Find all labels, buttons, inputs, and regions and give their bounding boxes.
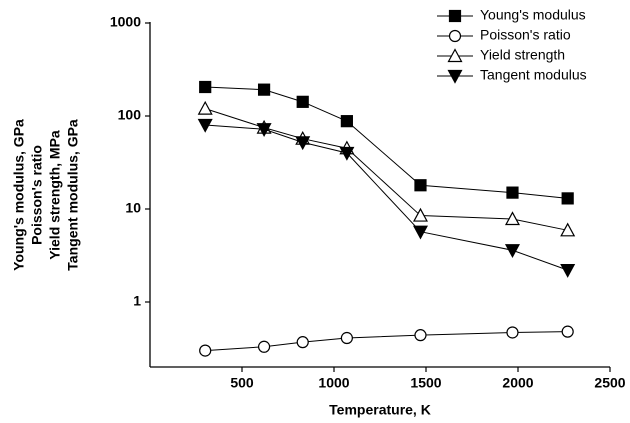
y-axis-label: Tangent modulus, GPa: [65, 119, 81, 271]
y-axis-label: Young's modulus, GPa: [11, 119, 27, 271]
marker: [504, 244, 520, 259]
x-tick-label: 1500: [410, 375, 441, 391]
marker: [506, 186, 519, 199]
marker: [560, 264, 576, 278]
marker: [560, 222, 576, 237]
marker: [340, 115, 353, 128]
marker: [199, 80, 212, 94]
y-tick-label: 1: [133, 293, 141, 309]
marker: [412, 225, 428, 240]
marker: [561, 192, 574, 205]
legend-label: Tangent modulus: [480, 67, 587, 83]
marker: [199, 344, 212, 357]
legend-marker: [447, 69, 463, 84]
marker: [296, 95, 309, 108]
y-axis-label: Poisson's ratio: [29, 145, 45, 245]
marker: [414, 179, 427, 192]
legend-label: Young's modulus: [480, 7, 586, 23]
legend-marker: [448, 29, 462, 43]
y-tick-label: 10: [125, 200, 141, 216]
marker: [414, 329, 427, 342]
marker: [561, 325, 574, 338]
marker: [506, 326, 519, 339]
marker: [256, 123, 272, 138]
marker: [197, 100, 213, 115]
marker: [197, 118, 213, 133]
marker: [257, 340, 271, 353]
y-axis-label: Yield strength, MPa: [47, 130, 63, 260]
legend: Young's modulus Poisson's ratio Yield stre…: [437, 7, 587, 84]
series-line: [205, 86, 568, 199]
x-axis-label: Temperature, K: [329, 402, 431, 418]
x-tick-label: 2000: [502, 375, 533, 391]
y-tick-label: 1000: [110, 14, 141, 30]
marker: [257, 83, 271, 96]
marker: [412, 207, 428, 222]
legend-marker: [448, 9, 462, 23]
legend-label: Poisson's ratio: [480, 27, 571, 43]
marker: [340, 331, 353, 345]
legend-label: Yield strength: [480, 47, 565, 63]
marker: [295, 136, 311, 151]
marker: [296, 336, 309, 349]
x-tick-label: 2500: [594, 375, 625, 391]
legend-marker: [447, 48, 463, 63]
marker: [504, 211, 520, 226]
x-tick-label: 500: [230, 375, 254, 391]
marker: [339, 146, 355, 161]
x-tick-label: 1000: [318, 375, 349, 391]
y-tick-label: 100: [118, 107, 142, 123]
